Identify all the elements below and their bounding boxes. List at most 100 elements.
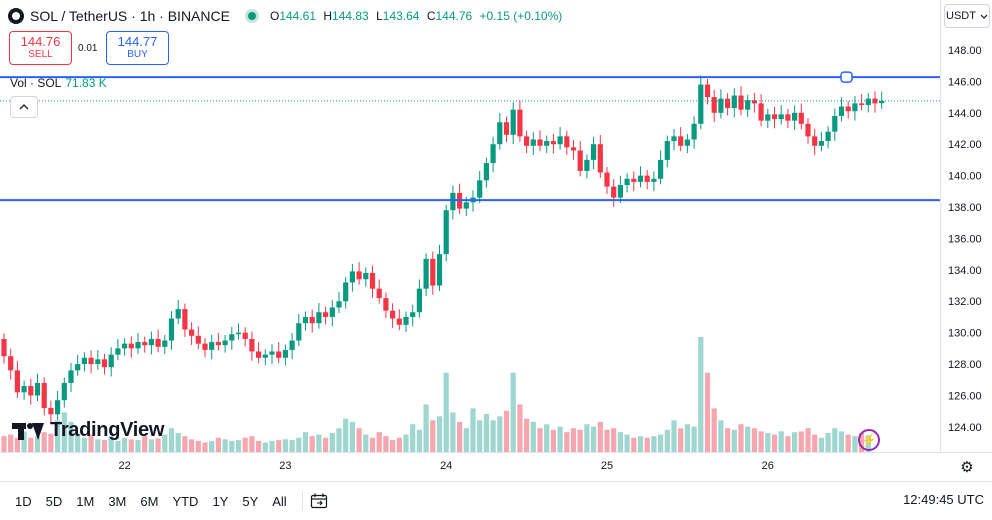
candle-body [698, 84, 704, 124]
candle-body [483, 163, 489, 181]
settings-gear-icon[interactable]: ⚙ [960, 459, 974, 476]
candle-body [41, 382, 47, 409]
volume-bar [376, 432, 382, 452]
y-tick-label: 136.00 [948, 233, 982, 245]
price-chart[interactable]: 146.27138.44144.7610:15 148.00 146.00 144.… [0, 0, 992, 481]
candle-body [544, 141, 550, 146]
volume-bar [564, 432, 570, 452]
volume-bar [209, 440, 215, 452]
x-tick-label: 24 [440, 460, 452, 472]
candle-body [678, 136, 684, 146]
candle-body [242, 332, 248, 339]
candle-body [316, 312, 322, 324]
x-tick-label: 22 [118, 460, 130, 472]
line-drag-handle [840, 71, 853, 83]
candle-body [289, 340, 295, 350]
candle-body [396, 318, 402, 325]
range-1y[interactable]: 1Y [212, 493, 229, 509]
volume-bar [537, 428, 543, 452]
volume-bar [845, 434, 851, 452]
candle-body [430, 258, 436, 286]
y-tick-label: 130.00 [948, 328, 982, 340]
candle-body [718, 98, 724, 113]
volume-bar [101, 440, 108, 452]
candle-body [302, 316, 309, 324]
candle-body [436, 254, 443, 286]
volume-bar [751, 428, 757, 452]
candle-body [269, 351, 275, 355]
buy-button[interactable]: 144.77 BUY [106, 31, 169, 65]
candle-body [256, 351, 262, 358]
utc-clock[interactable]: 12:49:45 UTC [903, 492, 984, 507]
range-1d[interactable]: 1D [15, 493, 32, 509]
range-ytd[interactable]: YTD [172, 493, 199, 509]
range-1m[interactable]: 1M [76, 493, 95, 509]
volume-bar [530, 421, 536, 452]
volume-bar [591, 426, 597, 452]
volume-bar [503, 410, 510, 452]
volume-bar [818, 437, 824, 452]
volume-bar [416, 429, 422, 452]
sell-price: 144.76 [20, 34, 61, 49]
candle-body [584, 159, 590, 171]
range-6m[interactable]: 6M [140, 493, 159, 509]
candle-body [738, 95, 744, 110]
candle-body [383, 298, 389, 311]
volume-bar [28, 437, 34, 452]
volume-bar [189, 439, 195, 452]
volume-bar [155, 438, 161, 452]
volume-legend: Vol · SOL 71.83 K [10, 76, 107, 90]
range-5d[interactable]: 5D [45, 493, 63, 509]
volume-bar [671, 420, 677, 452]
volume-bar [309, 436, 315, 452]
volume-bar [249, 436, 255, 452]
open-value: 144.61 [279, 9, 317, 23]
tradingview-logo: TradingView [12, 419, 164, 442]
calendar-icon[interactable] [309, 492, 329, 510]
y-tick-label: 126.00 [948, 390, 982, 402]
candle-body [477, 180, 483, 198]
range-5y[interactable]: 5Y [242, 493, 259, 509]
candle-body [55, 400, 61, 415]
collapse-legend-button[interactable] [10, 96, 38, 118]
candle-body [497, 122, 503, 145]
currency-selector[interactable]: USDT [944, 4, 990, 28]
volume-bar [88, 434, 94, 452]
volume-bar [778, 431, 784, 452]
symbol-title[interactable]: SOL / TetherUS · 1h · BINANCE [30, 8, 230, 24]
range-3m[interactable]: 3M [108, 493, 127, 509]
high-value: 144.83 [332, 9, 369, 23]
volume-bar [316, 434, 322, 452]
candle-body [671, 136, 677, 142]
candle-body [617, 185, 623, 198]
lightning-icon[interactable]: ⚡ [858, 429, 880, 451]
volume-bar [738, 424, 744, 452]
range-all[interactable]: All [272, 493, 287, 509]
volume-bar [162, 434, 168, 452]
sell-button[interactable]: 144.76 SELL [9, 31, 72, 65]
volume-bar [436, 416, 443, 452]
ohlc-values: O144.61 H144.83 L143.64 C144.76 +0.15 (+… [269, 9, 563, 23]
volume-bar [812, 434, 818, 452]
volume-bar [624, 434, 630, 452]
volume-bar [95, 439, 101, 452]
volume-bar [731, 429, 737, 452]
volume-bar [242, 437, 248, 452]
candle-body [818, 141, 824, 146]
volume-bar [463, 428, 469, 452]
volume-bar [41, 432, 47, 452]
volume-bar [343, 418, 349, 452]
candle-body [644, 175, 650, 182]
volume-bar [577, 429, 583, 452]
candle-body [403, 316, 409, 325]
candle-body [363, 272, 369, 280]
volume-bar [55, 420, 61, 452]
volume-bar [611, 428, 617, 452]
candle-body [115, 348, 121, 355]
volume-bar [390, 440, 396, 452]
volume-bar [497, 416, 503, 452]
volume-bar [691, 426, 697, 452]
volume-bar [838, 431, 845, 452]
candle-body [825, 131, 831, 142]
volume-bar [544, 424, 550, 452]
